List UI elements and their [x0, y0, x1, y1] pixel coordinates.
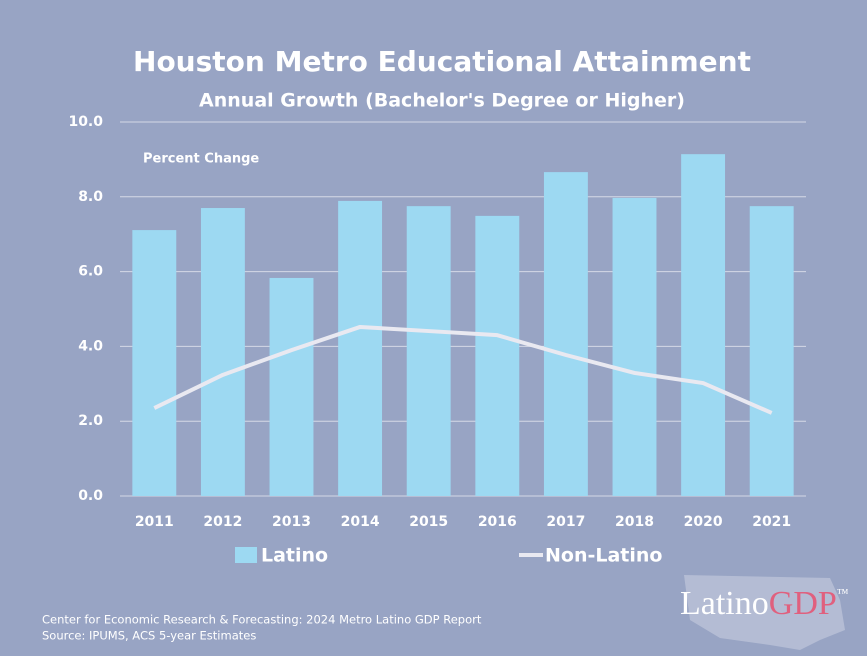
x-tick-label: 2011 — [135, 514, 174, 530]
bar — [338, 200, 383, 496]
map-icon — [684, 575, 845, 650]
chart-title: Houston Metro Educational Attainment — [133, 45, 751, 78]
footer: Center for Economic Research & Forecasti… — [42, 613, 482, 627]
bar — [543, 172, 588, 496]
bar — [681, 154, 726, 496]
bar — [132, 230, 177, 496]
x-tick-label: 2016 — [478, 514, 517, 530]
bar — [200, 208, 245, 496]
y-tick-label: 10.0 — [68, 114, 103, 130]
bar — [749, 206, 794, 496]
x-tick-label: 2014 — [341, 514, 380, 530]
bar — [406, 206, 451, 496]
bar — [475, 215, 520, 496]
y-tick-label: 6.0 — [78, 264, 103, 280]
x-tick-label: 2020 — [684, 514, 723, 530]
bar — [612, 197, 657, 496]
y-tick-label: 8.0 — [78, 189, 103, 205]
legend-label: Non-Latino — [545, 545, 662, 567]
legend-swatch — [235, 547, 257, 563]
annotation: Percent Change — [143, 152, 259, 167]
y-tick-label: 2.0 — [78, 413, 103, 429]
footer: Source: IPUMS, ACS 5-year Estimates — [42, 629, 256, 643]
line — [153, 324, 773, 415]
bar — [269, 277, 314, 496]
x-tick-label: 2018 — [615, 514, 654, 530]
x-tick-label: 2012 — [203, 514, 242, 530]
legend-label: Latino — [261, 545, 328, 567]
x-tick-label: 2013 — [272, 514, 311, 530]
y-tick-label: 0.0 — [78, 488, 103, 504]
x-tick-label: 2015 — [409, 514, 448, 530]
chart-subtitle: Annual Growth (Bachelor's Degree or High… — [199, 90, 685, 112]
x-tick-label: 2017 — [546, 514, 585, 530]
x-tick-label: 2021 — [752, 514, 791, 530]
y-tick-label: 4.0 — [78, 338, 103, 354]
logo: LatinoGDP™ — [680, 585, 849, 622]
